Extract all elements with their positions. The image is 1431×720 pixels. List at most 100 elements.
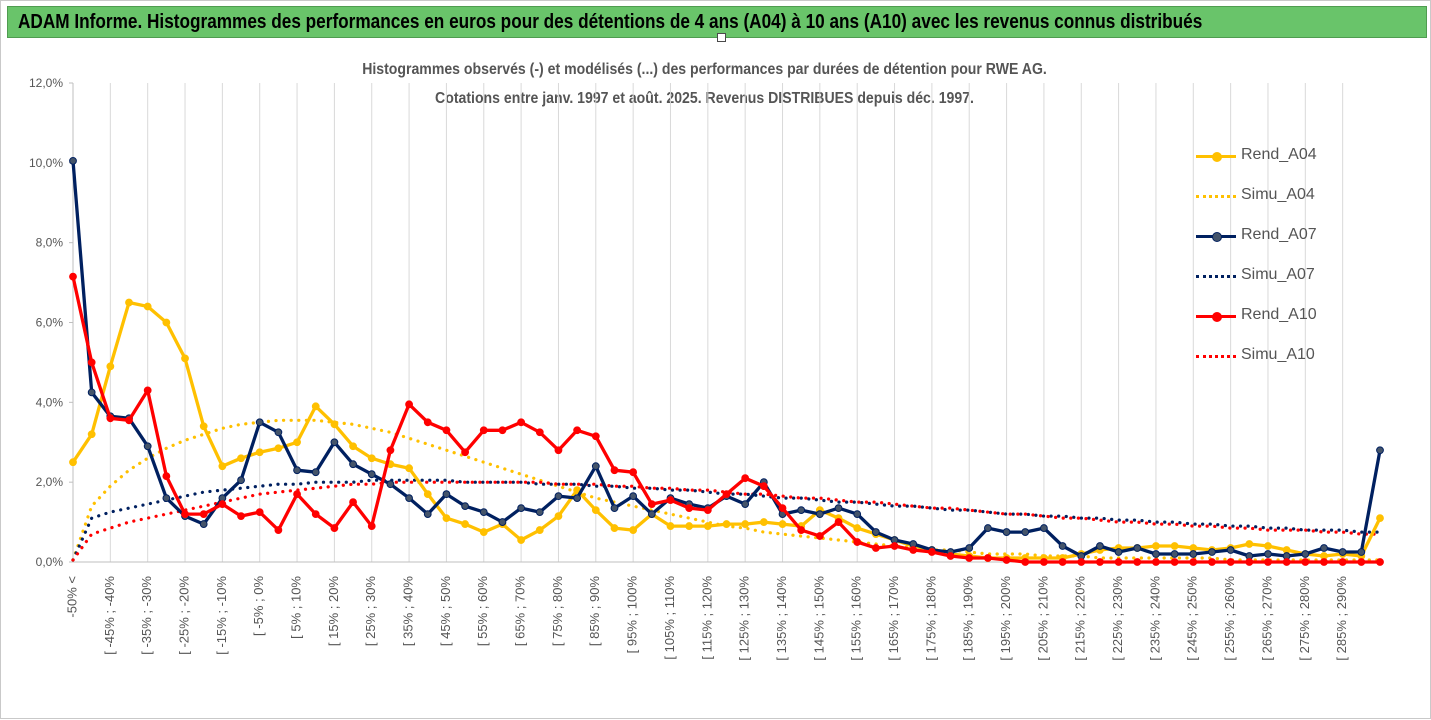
series-line bbox=[71, 480, 1382, 562]
data-point bbox=[255, 418, 264, 427]
data-point bbox=[199, 510, 208, 518]
data-point bbox=[386, 480, 395, 489]
data-point bbox=[1338, 558, 1347, 566]
data-point bbox=[647, 510, 656, 518]
data-point bbox=[274, 428, 283, 437]
data-point bbox=[834, 504, 843, 513]
y-tick-label: 10,0% bbox=[29, 156, 63, 170]
data-point bbox=[1320, 558, 1328, 566]
data-point bbox=[1264, 542, 1272, 550]
data-point bbox=[1170, 542, 1179, 550]
data-point bbox=[87, 388, 96, 397]
data-point bbox=[871, 544, 880, 552]
data-point bbox=[1208, 548, 1216, 556]
data-point bbox=[984, 554, 992, 562]
axes: -50% < [ -45% ; -40% [ -35% ; -30% [ -25% ;… bbox=[29, 76, 1384, 661]
data-point bbox=[442, 514, 451, 522]
data-point bbox=[741, 474, 750, 483]
legend-item-simu_a04: Simu_A04 bbox=[1191, 184, 1341, 208]
data-point bbox=[1245, 558, 1254, 566]
data-point bbox=[162, 472, 171, 481]
data-point bbox=[554, 446, 563, 455]
data-point bbox=[218, 462, 227, 471]
x-tick-label: [ 65% ; 70% bbox=[513, 576, 528, 647]
data-point bbox=[1189, 550, 1198, 558]
data-point bbox=[573, 494, 582, 503]
data-point bbox=[535, 526, 544, 534]
x-tick-label: [ 15% ; 20% bbox=[326, 576, 341, 647]
data-point bbox=[461, 448, 470, 457]
data-point bbox=[853, 510, 862, 518]
x-tick-label: [ -45% ; -40% bbox=[102, 576, 117, 655]
data-point bbox=[703, 506, 712, 515]
data-point bbox=[946, 552, 955, 560]
data-point bbox=[1152, 542, 1160, 550]
data-point bbox=[1077, 558, 1086, 566]
series-rend_a04 bbox=[69, 298, 1384, 562]
data-point bbox=[423, 490, 432, 499]
x-tick-label: [ -5% ; 0% bbox=[251, 576, 266, 636]
x-tick-label: [ 125% ; 130% bbox=[737, 576, 752, 661]
y-tick-label: 12,0% bbox=[29, 76, 63, 90]
data-point bbox=[1058, 558, 1067, 566]
data-point bbox=[591, 506, 600, 515]
series-simu_a10 bbox=[71, 480, 1382, 562]
data-point bbox=[442, 426, 451, 435]
legend-item-rend_a07: Rend_A07 bbox=[1191, 224, 1341, 248]
data-point bbox=[1170, 550, 1179, 558]
data-point bbox=[1264, 558, 1272, 566]
data-point bbox=[1357, 548, 1366, 556]
legend-marker bbox=[1212, 312, 1222, 322]
report-title: ADAM Informe. Histogrammes des performan… bbox=[18, 11, 1203, 33]
data-point bbox=[330, 420, 339, 429]
x-tick-label: [ 205% ; 210% bbox=[1035, 576, 1050, 661]
data-point bbox=[106, 362, 115, 371]
data-point bbox=[498, 518, 507, 526]
data-point bbox=[741, 500, 750, 509]
data-point bbox=[69, 156, 77, 165]
data-point bbox=[125, 298, 133, 307]
data-point bbox=[1376, 558, 1384, 566]
data-point bbox=[722, 520, 731, 528]
data-point bbox=[1133, 544, 1142, 552]
data-point bbox=[1282, 558, 1291, 566]
x-tick-label: [ 235% ; 240% bbox=[1147, 576, 1162, 661]
data-point bbox=[293, 438, 301, 447]
data-point bbox=[162, 318, 171, 327]
x-tick-label: [ 35% ; 40% bbox=[401, 576, 416, 647]
chart-title-line1: Histogrammes observés (-) et modélisés (… bbox=[362, 61, 1047, 78]
data-point bbox=[143, 302, 152, 311]
resize-handle[interactable] bbox=[717, 33, 726, 42]
data-point bbox=[517, 418, 526, 427]
data-point bbox=[255, 448, 264, 457]
data-point bbox=[367, 470, 376, 479]
data-point bbox=[1301, 558, 1310, 566]
legend-label: Simu_A04 bbox=[1241, 186, 1315, 203]
data-point bbox=[293, 490, 301, 499]
data-point bbox=[479, 528, 488, 536]
data-point bbox=[1021, 558, 1030, 566]
data-point bbox=[778, 520, 787, 528]
data-point bbox=[143, 386, 152, 395]
legend-swatch bbox=[1196, 355, 1236, 358]
data-point bbox=[1114, 548, 1123, 556]
legend-label: Rend_A10 bbox=[1241, 306, 1317, 323]
data-point bbox=[1338, 548, 1347, 556]
data-point bbox=[871, 528, 880, 536]
data-point bbox=[1264, 550, 1272, 558]
data-point bbox=[610, 504, 619, 513]
x-tick-label: [ 275% ; 280% bbox=[1297, 576, 1312, 661]
data-point bbox=[386, 446, 395, 455]
y-tick-label: 8,0% bbox=[36, 236, 64, 250]
data-point bbox=[1002, 528, 1011, 536]
legend-swatch bbox=[1196, 275, 1236, 278]
data-point bbox=[1320, 544, 1328, 552]
data-point bbox=[853, 538, 862, 546]
data-point bbox=[666, 496, 675, 505]
data-point bbox=[1357, 558, 1366, 566]
data-point bbox=[237, 454, 245, 463]
series-simu_a04 bbox=[71, 418, 1382, 562]
data-point bbox=[423, 418, 432, 427]
data-point bbox=[199, 422, 208, 431]
data-point bbox=[535, 428, 544, 437]
